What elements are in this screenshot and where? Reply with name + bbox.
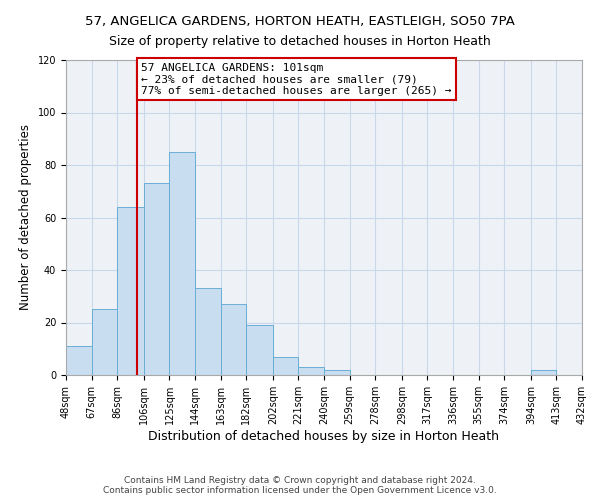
Text: 57 ANGELICA GARDENS: 101sqm
← 23% of detached houses are smaller (79)
77% of sem: 57 ANGELICA GARDENS: 101sqm ← 23% of det… [141, 62, 452, 96]
Bar [273, 356, 298, 375]
Bar [221, 304, 246, 375]
X-axis label: Distribution of detached houses by size in Horton Heath: Distribution of detached houses by size … [149, 430, 499, 442]
Bar [246, 325, 273, 375]
Text: Size of property relative to detached houses in Horton Heath: Size of property relative to detached ho… [109, 35, 491, 48]
Bar [66, 346, 92, 375]
Bar [531, 370, 556, 375]
Bar [92, 310, 117, 375]
Bar [169, 152, 195, 375]
Bar [324, 370, 350, 375]
Text: 57, ANGELICA GARDENS, HORTON HEATH, EASTLEIGH, SO50 7PA: 57, ANGELICA GARDENS, HORTON HEATH, EAST… [85, 15, 515, 28]
Bar [298, 367, 324, 375]
Y-axis label: Number of detached properties: Number of detached properties [19, 124, 32, 310]
Bar [144, 184, 169, 375]
Text: Contains HM Land Registry data © Crown copyright and database right 2024.
Contai: Contains HM Land Registry data © Crown c… [103, 476, 497, 495]
Bar [195, 288, 221, 375]
Bar [117, 207, 144, 375]
